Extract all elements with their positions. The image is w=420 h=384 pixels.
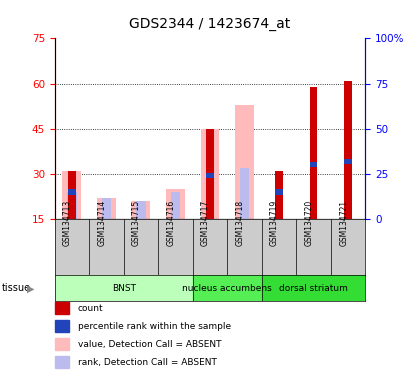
Text: ▶: ▶ bbox=[26, 283, 34, 293]
Bar bbox=[102, 198, 111, 219]
Text: count: count bbox=[78, 304, 103, 313]
Bar bbox=[206, 129, 214, 219]
Bar bbox=[235, 104, 254, 219]
Bar bbox=[240, 168, 249, 219]
Text: nucleus accumbens: nucleus accumbens bbox=[182, 284, 272, 293]
Bar bbox=[344, 159, 352, 164]
Bar bbox=[171, 192, 180, 219]
Bar bbox=[262, 275, 365, 301]
Bar bbox=[310, 86, 318, 219]
Bar bbox=[275, 189, 283, 195]
Bar bbox=[67, 192, 77, 219]
Text: GSM134714: GSM134714 bbox=[97, 200, 106, 247]
Bar bbox=[131, 201, 150, 219]
Bar bbox=[136, 201, 146, 219]
Text: percentile rank within the sample: percentile rank within the sample bbox=[78, 322, 231, 331]
Bar bbox=[166, 189, 185, 219]
Bar bbox=[68, 189, 76, 195]
Bar bbox=[275, 171, 283, 219]
Text: dorsal striatum: dorsal striatum bbox=[279, 284, 348, 293]
Text: GSM134716: GSM134716 bbox=[166, 200, 176, 247]
Text: value, Detection Call = ABSENT: value, Detection Call = ABSENT bbox=[78, 340, 221, 349]
Bar bbox=[55, 275, 193, 301]
Bar bbox=[97, 198, 116, 219]
Bar bbox=[344, 81, 352, 219]
Bar bbox=[63, 171, 81, 219]
Text: GSM134718: GSM134718 bbox=[236, 200, 244, 247]
Bar bbox=[68, 171, 76, 219]
Text: tissue: tissue bbox=[2, 283, 31, 293]
Text: GSM134715: GSM134715 bbox=[132, 200, 141, 247]
Text: BNST: BNST bbox=[112, 284, 136, 293]
Text: GSM134719: GSM134719 bbox=[270, 200, 279, 247]
Text: GSM134717: GSM134717 bbox=[201, 200, 210, 247]
Text: GSM134720: GSM134720 bbox=[304, 200, 314, 247]
Bar bbox=[200, 129, 220, 219]
Bar bbox=[310, 162, 318, 167]
Text: GSM134721: GSM134721 bbox=[339, 200, 348, 247]
Text: GDS2344 / 1423674_at: GDS2344 / 1423674_at bbox=[129, 17, 291, 31]
Text: GSM134713: GSM134713 bbox=[63, 200, 72, 247]
Text: rank, Detection Call = ABSENT: rank, Detection Call = ABSENT bbox=[78, 358, 217, 367]
Bar bbox=[193, 275, 262, 301]
Bar bbox=[206, 172, 214, 178]
